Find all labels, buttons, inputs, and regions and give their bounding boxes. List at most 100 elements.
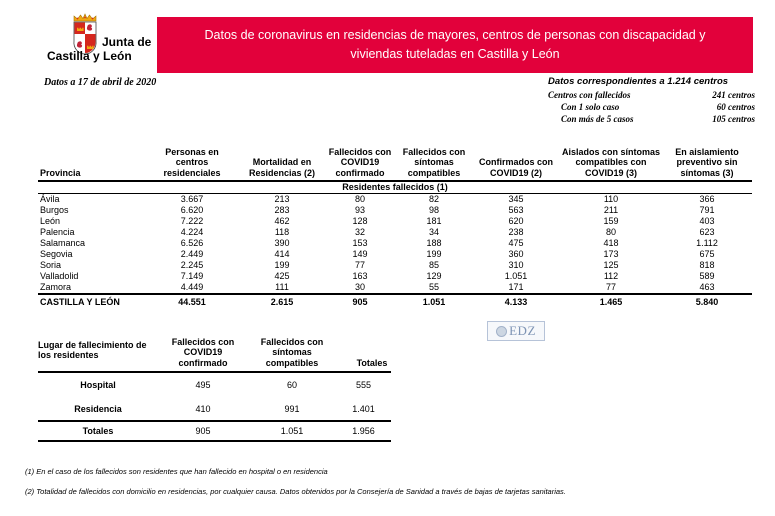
cell: 213 bbox=[274, 194, 290, 204]
edz-watermark: EDZ bbox=[487, 321, 545, 341]
death-location-table: Lugar de fallecimiento de los residentes… bbox=[38, 332, 391, 442]
cell: 360 bbox=[508, 249, 524, 259]
cell: 93 bbox=[354, 205, 365, 215]
centres-summary-title: Datos correspondientes a 1.214 centros bbox=[548, 76, 729, 87]
centres-summary-row: Con 1 solo caso 60 centros bbox=[548, 101, 755, 113]
cell: 3.667 bbox=[180, 194, 204, 204]
cell: Totales bbox=[38, 421, 158, 442]
cell: 82 bbox=[428, 194, 439, 204]
title-line1: Datos de coronavirus en residencias de m… bbox=[204, 28, 706, 43]
header-row: Provincia Personas en centros residencia… bbox=[38, 137, 752, 182]
cell: 153 bbox=[352, 238, 368, 248]
cell: 310 bbox=[508, 260, 524, 270]
logo-text-line1: Junta de bbox=[102, 35, 152, 49]
cell: 555 bbox=[355, 380, 372, 390]
cell: 199 bbox=[274, 260, 290, 270]
table-row: Burgos 6.620 283 93 98 563 211 791 bbox=[38, 205, 752, 216]
footnote-2: (2) Totalidad de fallecidos con domicili… bbox=[25, 487, 566, 496]
col-header-aislados: Aislados con síntomas compatibles con CO… bbox=[560, 137, 662, 182]
cell: 623 bbox=[699, 227, 715, 237]
cell: 32 bbox=[354, 227, 365, 237]
cell: 44.551 bbox=[178, 297, 206, 307]
cell: 345 bbox=[508, 194, 524, 204]
cell: 118 bbox=[274, 227, 290, 237]
cell: 111 bbox=[240, 282, 324, 295]
cell: 55 bbox=[396, 282, 472, 295]
cell: 149 bbox=[352, 249, 368, 259]
col-header-totales: Totales bbox=[336, 332, 391, 373]
logo-text-line2: Castilla y León bbox=[47, 49, 132, 63]
cell: 475 bbox=[508, 238, 524, 248]
centres-summary-row: Centros con fallecidos 241 centros bbox=[548, 89, 755, 101]
cell: Valladolid bbox=[40, 271, 79, 281]
centres-summary-row: Con más de 5 casos 105 centros bbox=[548, 113, 755, 125]
col-header-aislamiento-preventivo: En aislamiento preventivo sin síntomas (… bbox=[662, 137, 752, 182]
subheader-label: Residentes fallecidos (1) bbox=[38, 181, 752, 194]
cell: 1.112 bbox=[696, 238, 718, 248]
summary-row-label: Centros con fallecidos bbox=[548, 90, 631, 100]
cell: 905 bbox=[352, 297, 368, 307]
cell: 173 bbox=[603, 249, 619, 259]
cell: 1.051 bbox=[504, 271, 528, 281]
cell: Palencia bbox=[40, 227, 75, 237]
col-header-lugar: Lugar de fallecimiento de los residentes bbox=[38, 332, 158, 373]
cell: 1.956 bbox=[336, 421, 391, 442]
cell: 238 bbox=[508, 227, 524, 237]
cell: 905 bbox=[158, 421, 248, 442]
cell: 403 bbox=[699, 216, 715, 226]
footnote-1: (1) En el caso de los fallecidos son res… bbox=[25, 467, 328, 476]
cell: 128 bbox=[352, 216, 368, 226]
title-banner: Datos de coronavirus en residencias de m… bbox=[157, 17, 753, 73]
cell: 110 bbox=[603, 194, 619, 204]
summary-row-label: Con 1 solo caso bbox=[561, 102, 620, 112]
cell: 181 bbox=[426, 216, 442, 226]
provinces-table: Provincia Personas en centros residencia… bbox=[38, 137, 752, 310]
cell: 7.222 bbox=[180, 216, 204, 226]
cell: 77 bbox=[560, 282, 662, 295]
cell: 85 bbox=[428, 260, 439, 270]
cell: 199 bbox=[426, 249, 442, 259]
cell: 125 bbox=[603, 260, 619, 270]
col-header-fallecidos-sintomas: Fallecidos con síntomas compatibles bbox=[396, 137, 472, 182]
centres-summary-box: Datos correspondientes a 1.214 centros C… bbox=[548, 76, 755, 125]
cell: 1.051 bbox=[422, 297, 446, 307]
cell: León bbox=[40, 216, 61, 226]
cell: 1.401 bbox=[336, 397, 391, 422]
cell: 171 bbox=[472, 282, 560, 295]
cell: 188 bbox=[426, 238, 442, 248]
cell: 991 bbox=[248, 397, 336, 422]
table-row: Valladolid 7.149 425 163 129 1.051 112 5… bbox=[38, 271, 752, 282]
cell: 2.615 bbox=[270, 297, 294, 307]
cell: 283 bbox=[274, 205, 290, 215]
cell: 563 bbox=[508, 205, 524, 215]
cell: 390 bbox=[274, 238, 290, 248]
cell: 1.051 bbox=[248, 421, 336, 442]
table-row: Palencia 4.224 118 32 34 238 80 623 bbox=[38, 227, 752, 238]
cell: 620 bbox=[508, 216, 524, 226]
junta-cyl-crest-icon bbox=[73, 13, 97, 55]
summary-row-label: Con más de 5 casos bbox=[561, 114, 634, 124]
cell: 791 bbox=[699, 205, 715, 215]
cell: 425 bbox=[274, 271, 290, 281]
cell: 4.133 bbox=[504, 297, 528, 307]
cell: 4.449 bbox=[144, 282, 240, 295]
cell: 112 bbox=[603, 271, 619, 281]
cell: 98 bbox=[428, 205, 439, 215]
title-line2: viviendas tuteladas en Castilla y León bbox=[350, 47, 560, 61]
cell: 159 bbox=[603, 216, 619, 226]
watermark-text: EDZ bbox=[509, 323, 536, 338]
cell: 77 bbox=[354, 260, 365, 270]
cell: 463 bbox=[662, 282, 752, 295]
cell: 418 bbox=[603, 238, 619, 248]
table-row: Residencia 410 991 1.401 bbox=[38, 397, 391, 422]
watermark-circle-icon bbox=[496, 325, 508, 337]
cell: Hospital bbox=[80, 380, 116, 390]
subheader-row: Residentes fallecidos (1) bbox=[38, 181, 752, 194]
cell: 675 bbox=[699, 249, 715, 259]
cell: Segovia bbox=[40, 249, 73, 259]
cell: Residencia bbox=[38, 397, 158, 422]
cell: 1.465 bbox=[599, 297, 623, 307]
cell: 80 bbox=[354, 194, 365, 204]
summary-row-value: 60 centros bbox=[716, 102, 755, 112]
